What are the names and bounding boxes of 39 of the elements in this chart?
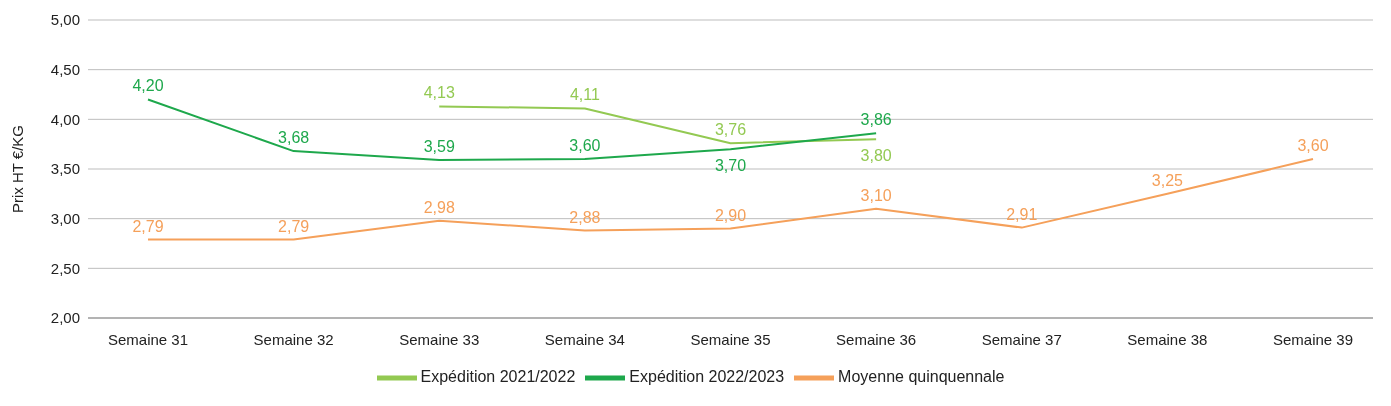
data-label: 4,20: [132, 77, 164, 95]
data-label: 3,60: [1297, 137, 1329, 155]
x-tick-label: Semaine 35: [690, 330, 771, 348]
y-tick-label: 3,50: [50, 160, 80, 178]
data-label: 3,80: [860, 147, 892, 165]
x-tick-label: Semaine 37: [981, 330, 1062, 348]
data-label: 2,79: [278, 217, 310, 235]
data-label: 3,76: [714, 121, 747, 139]
x-tick-label: Semaine 31: [107, 330, 189, 348]
x-tick-label: Semaine 32: [253, 330, 334, 348]
y-tick-label: 2,00: [50, 309, 80, 327]
legend-label: Expédition 2022/2023: [629, 368, 785, 386]
y-tick-label: 4,00: [50, 110, 80, 128]
data-label: 3,59: [423, 138, 455, 156]
x-tick-label: Semaine 38: [1127, 330, 1208, 348]
x-tick-label: Semaine 33: [399, 330, 480, 348]
data-label: 3,60: [569, 137, 601, 155]
data-label: 3,25: [1151, 171, 1184, 189]
data-label: 4,13: [423, 84, 455, 102]
x-tick-label: Semaine 34: [544, 330, 625, 348]
data-label: 2,79: [132, 217, 164, 235]
x-tick-label: Semaine 36: [836, 330, 917, 348]
data-label: 3,86: [860, 111, 892, 129]
data-label: 2,98: [423, 198, 455, 216]
x-tick-label: Semaine 39: [1272, 330, 1354, 348]
data-label: 3,10: [860, 186, 892, 204]
data-label: 3,68: [278, 129, 310, 147]
legend-label: Expédition 2021/2022: [420, 368, 576, 386]
y-tick-label: 3,00: [50, 209, 80, 227]
y-tick-label: 2,50: [50, 259, 80, 277]
data-label: 3,70: [714, 157, 747, 175]
y-axis-title: Prix HT €/KG: [9, 124, 27, 214]
y-tick-label: 4,50: [50, 60, 80, 78]
data-label: 2,91: [1006, 205, 1038, 223]
legend-label: Moyenne quinquennale: [838, 368, 1005, 386]
y-tick-label: 5,00: [50, 11, 80, 29]
data-label: 4,11: [569, 86, 600, 104]
data-label: 2,90: [714, 206, 747, 224]
data-label: 2,88: [569, 208, 601, 226]
